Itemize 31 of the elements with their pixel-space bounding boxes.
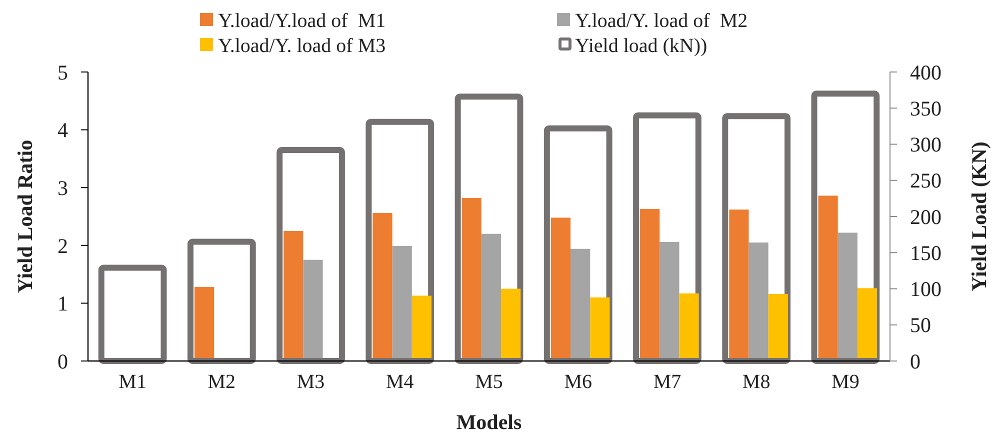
y-tick-label: 1 [58, 292, 68, 316]
x-tick-label: M5 [475, 371, 503, 393]
legend-label: Y.load/Y. load of M2 [575, 10, 748, 32]
y2-tick-label: 150 [910, 240, 942, 265]
y2-tick-label: 300 [910, 132, 942, 157]
y-tick-label: 4 [58, 118, 68, 142]
x-axis-title: Models [456, 410, 522, 434]
y2-tick-label: 50 [910, 313, 931, 338]
y2-tick-label: 350 [910, 96, 942, 120]
y-tick-label: 3 [58, 176, 68, 200]
y2-tick-label: 0 [910, 349, 920, 374]
x-tick-label: M3 [296, 371, 325, 393]
y2-tick-label: 100 [910, 277, 942, 302]
legend-label: Y.load/Y. load of M3 [218, 35, 386, 57]
y2-tick-label: 400 [910, 60, 942, 84]
y-tick-label: 5 [58, 60, 68, 84]
x-tick-label: M4 [386, 371, 414, 393]
y2-axis-title: Yield Load (KN) [967, 142, 991, 292]
x-tick-label: M8 [742, 371, 770, 393]
legend-label: Yield load (kN)) [575, 35, 708, 57]
y-axis-title: Yield Load Ratio [13, 140, 37, 294]
x-tick-label: M9 [832, 371, 860, 393]
legend-label: Y.load/Y.load of M1 [218, 10, 386, 32]
y-tick-label: 2 [58, 234, 68, 258]
y-tick-label: 0 [58, 349, 68, 374]
x-tick-label: M7 [653, 371, 682, 393]
x-tick-label: M6 [564, 371, 592, 393]
y2-tick-label: 200 [910, 204, 942, 229]
x-tick-label: M2 [208, 371, 236, 393]
x-tick-label: M1 [118, 371, 146, 393]
y2-tick-label: 250 [910, 168, 942, 193]
